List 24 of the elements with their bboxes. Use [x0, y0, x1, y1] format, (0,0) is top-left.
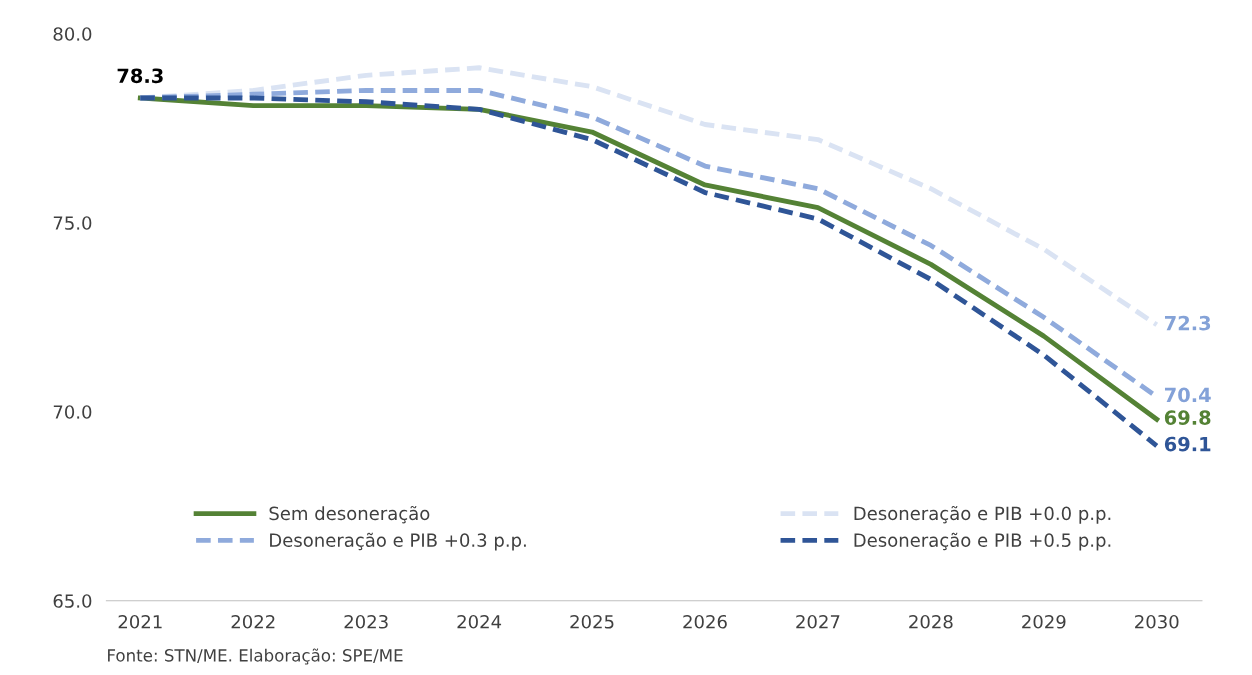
- x-tick-label: 2028: [909, 614, 953, 629]
- data-label: 69.8: [1164, 410, 1211, 425]
- legend-label: Desoneração e PIB +0.5 p.p.: [854, 532, 1111, 551]
- x-tick-label: 2024: [457, 614, 502, 629]
- legend-label: Desoneração e PIB +0.0 p.p.: [854, 505, 1111, 524]
- y-tick-label: 65.0: [53, 594, 92, 608]
- x-tick-label: 2030: [1135, 614, 1179, 629]
- data-label: 72.3: [1164, 315, 1211, 331]
- legend-label: Sem desoneração: [269, 505, 430, 524]
- annotation: 78.3: [117, 68, 163, 84]
- x-tick-label: 2021: [118, 614, 162, 629]
- y-tick-label: 70.0: [53, 405, 92, 419]
- x-tick-label: 2022: [231, 614, 275, 629]
- data-label: 70.4: [1164, 387, 1211, 403]
- x-tick-label: 2027: [796, 614, 840, 629]
- x-tick-label: 2029: [1022, 614, 1066, 629]
- y-tick-label: 80.0: [53, 27, 92, 41]
- legend-label: Desoneração e PIB +0.3 p.p.: [270, 532, 526, 551]
- y-tick-label: 75.0: [53, 216, 92, 230]
- x-tick-label: 2023: [344, 614, 388, 629]
- x-tick-label: 2026: [683, 614, 727, 629]
- x-tick-label: 2025: [570, 614, 614, 629]
- source-note: Fonte: STN/ME. Elaboração: SPE/ME: [108, 648, 403, 665]
- data-label: 69.1: [1164, 436, 1211, 452]
